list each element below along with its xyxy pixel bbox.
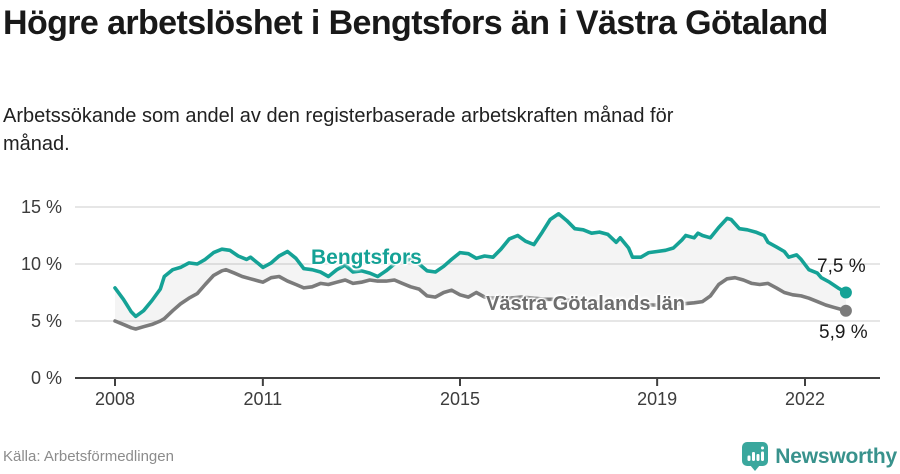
x-axis-tick-label-2008: 2008 [94,389,136,409]
end-dot-bengtsfors [839,286,852,299]
end-value-label-bengtsfors: 7,5 % [817,256,866,277]
x-axis-tick-label-2022: 2022 [784,389,825,409]
series-line-vastra-gotalands-lan [113,267,848,331]
y-axis-tick-label-5: 5 % [30,311,62,331]
newsworthy-logo[interactable]: Newsworthy [742,442,897,471]
page-subtitle: Arbetssökande som andel av den registerb… [3,105,674,155]
newsworthy-pin-bar-chart-icon [742,442,769,471]
y-axis-tick-label-15: 15 % [20,197,62,217]
series-label-vastra-gotalands-lan: Västra Götalands län [486,293,685,315]
x-axis-tick-label-2019: 2019 [637,389,678,409]
end-dot-vastra-gotalands-lan [839,304,852,317]
end-value-label-vastra-gotalands-lan: 5,9 % [819,322,868,343]
gap-band [115,213,846,329]
y-axis-tick-label-10: 10 % [20,254,62,274]
newsworthy-wordmark: Newsworthy [775,444,897,468]
series-line-bengtsfors [113,212,848,319]
x-axis-tick-label-2015: 2015 [439,389,480,409]
series-label-bengtsfors: Bengtsfors [311,246,422,269]
y-axis-tick-label-0: 0 % [30,368,62,388]
page-title: Högre arbetslöshet i Bengtsfors än i Väs… [3,4,828,42]
x-axis-tick-label-2011: 2011 [243,389,283,409]
source-note: Källa: Arbetsförmedlingen [3,448,174,465]
